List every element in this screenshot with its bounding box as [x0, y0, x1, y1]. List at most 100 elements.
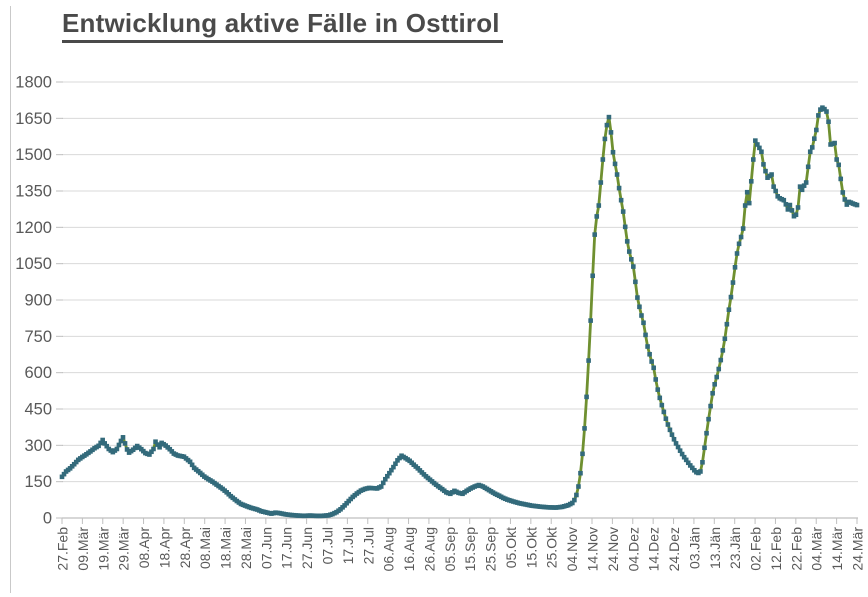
- data-point-marker: [598, 180, 604, 185]
- data-point-marker: [683, 457, 689, 463]
- data-point-marker: [822, 106, 827, 112]
- data-point-marker: [834, 157, 839, 162]
- data-point-marker: [726, 307, 732, 312]
- x-tick-label: 25.Okt: [544, 527, 560, 568]
- y-tick-label: 1650: [15, 110, 52, 128]
- data-point-marker: [102, 441, 107, 446]
- data-point-marker: [657, 395, 663, 401]
- data-point-marker: [730, 280, 736, 285]
- x-tick-label: 14.Mär: [829, 527, 845, 571]
- data-point-marker: [157, 444, 162, 450]
- data-point-marker: [606, 114, 612, 120]
- data-point-marker: [836, 162, 841, 168]
- data-point-marker: [645, 344, 650, 349]
- data-point-marker: [98, 440, 103, 446]
- data-point-marker: [773, 188, 778, 194]
- data-point-marker: [722, 336, 728, 342]
- y-tick-label: 900: [24, 292, 52, 310]
- data-point-marker: [624, 239, 630, 244]
- data-point-marker: [746, 200, 752, 206]
- data-point-marker: [787, 202, 793, 208]
- data-point-marker: [584, 394, 589, 400]
- data-point-marker: [751, 157, 756, 162]
- data-point-marker: [681, 454, 687, 460]
- x-tick-label: 12.Feb: [768, 527, 784, 571]
- x-tick-label: 06.Aug: [381, 527, 397, 571]
- x-tick-label: 05.Sep: [442, 527, 458, 572]
- data-point-marker: [639, 313, 644, 318]
- data-point-marker: [734, 251, 740, 256]
- data-point-marker: [147, 452, 152, 457]
- data-point-marker: [588, 318, 593, 323]
- data-point-marker: [814, 127, 819, 133]
- data-point-marker: [665, 422, 671, 427]
- data-point-marker: [679, 451, 685, 457]
- y-axis-labels: 0 150 300 450 600 750 900 1050 1200 1350 1500 1650 1…: [15, 74, 52, 528]
- data-point-marker: [690, 465, 695, 471]
- data-point-marker: [153, 439, 158, 444]
- data-point-marker: [610, 149, 616, 155]
- data-point-marker: [704, 430, 709, 436]
- data-point-marker: [702, 445, 707, 451]
- data-point-marker: [805, 164, 811, 170]
- data-point-marker: [96, 443, 101, 449]
- data-point-marker: [687, 463, 693, 468]
- data-point-marker: [380, 480, 386, 486]
- data-point-marker: [669, 432, 675, 437]
- data-point-marker: [740, 226, 746, 231]
- data-point-marker: [580, 451, 585, 457]
- x-tick-label: 17.Jul: [340, 527, 356, 564]
- x-tick-label: 05.Okt: [503, 527, 519, 568]
- data-point-marker: [771, 184, 776, 189]
- x-tick-label: 23.Jän: [727, 527, 743, 569]
- x-tick-label: 09.Mär: [75, 527, 91, 571]
- x-tick-label: 24.Mär: [850, 527, 866, 571]
- data-point-marker: [803, 180, 809, 185]
- data-point-marker: [391, 464, 396, 470]
- data-point-marker: [685, 460, 691, 466]
- data-point-marker: [653, 377, 659, 382]
- data-point-marker: [854, 202, 860, 208]
- data-point-marker: [576, 484, 581, 489]
- data-point-marker: [116, 442, 122, 448]
- data-point-marker: [635, 295, 640, 300]
- x-tick-label: 28.Apr: [177, 527, 193, 569]
- data-point-marker: [629, 257, 634, 262]
- x-tick-label: 02.Feb: [748, 527, 764, 571]
- x-tick-label: 24.Dez: [666, 527, 682, 571]
- x-tick-label: 18.Apr: [156, 527, 172, 569]
- data-point-marker: [661, 409, 667, 415]
- x-tick-label: 16.Aug: [401, 527, 417, 571]
- data-point-marker: [714, 374, 720, 380]
- data-point-marker: [789, 208, 795, 213]
- data-point-marker: [622, 224, 628, 230]
- data-point-marker: [728, 294, 734, 300]
- data-point-marker: [842, 197, 848, 202]
- data-point-marker: [708, 403, 713, 409]
- x-tick-label: 07.Jun: [258, 527, 274, 569]
- data-point-marker: [124, 447, 130, 452]
- data-point-marker: [594, 214, 600, 219]
- y-tick-label: 1500: [15, 146, 52, 164]
- series-active-cases: [59, 105, 860, 519]
- x-tick-label: 15.Okt: [523, 527, 539, 568]
- x-tick-label: 28.Mai: [238, 527, 254, 569]
- x-tick-label: 08.Mai: [197, 527, 213, 569]
- data-point-marker: [637, 304, 642, 310]
- data-point-marker: [649, 359, 654, 364]
- data-point-marker: [151, 446, 156, 452]
- data-point-marker: [712, 381, 717, 387]
- data-point-marker: [757, 145, 762, 151]
- data-point-marker: [633, 279, 638, 285]
- data-point-marker: [592, 232, 598, 237]
- data-point-marker: [667, 427, 673, 433]
- data-point-marker: [753, 138, 758, 143]
- data-point-marker: [785, 207, 791, 212]
- data-point-marker: [807, 149, 813, 155]
- data-point-marker: [801, 183, 807, 188]
- data-point-marker: [618, 197, 624, 203]
- data-point-marker: [385, 473, 390, 479]
- x-tick-label: 04.Dez: [625, 527, 641, 571]
- data-point-marker: [718, 357, 724, 363]
